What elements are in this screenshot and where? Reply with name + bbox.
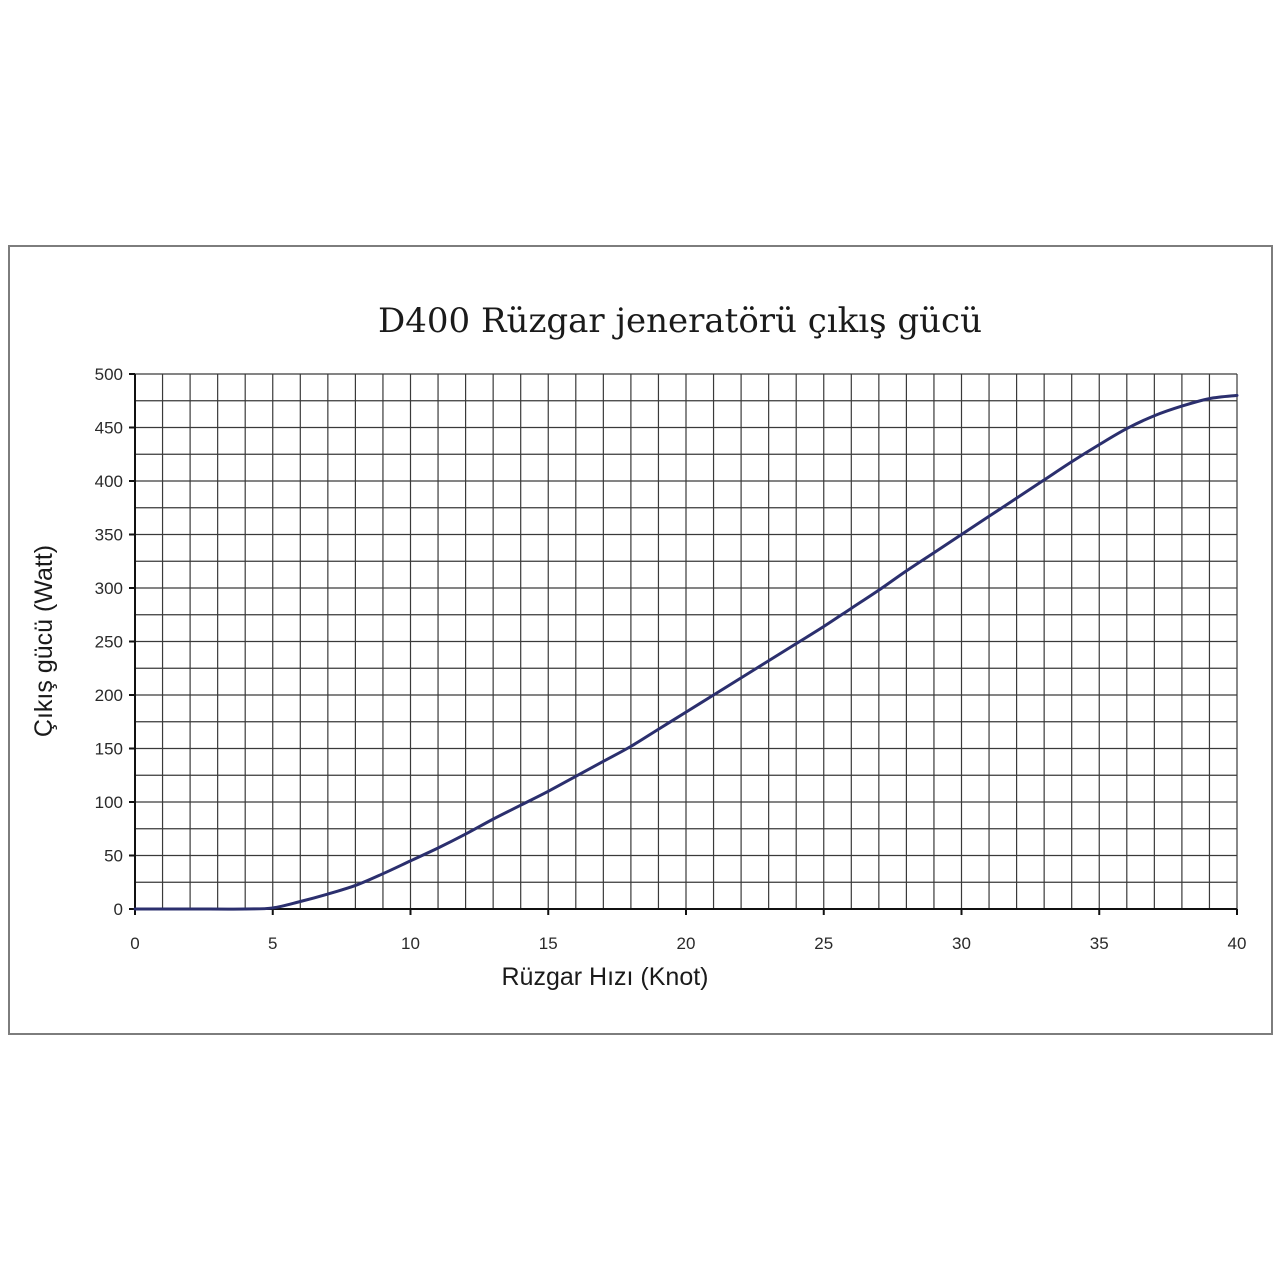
x-tick-label: 0 — [130, 934, 139, 953]
y-tick-label: 300 — [95, 579, 123, 598]
x-tick-labels: 0 5 10 15 20 25 30 35 40 — [130, 934, 1246, 953]
y-tick-label: 350 — [95, 526, 123, 545]
grid-lines — [134, 373, 1238, 910]
x-tick-label: 30 — [952, 934, 971, 953]
x-tick-label: 15 — [539, 934, 558, 953]
x-tick-label: 5 — [268, 934, 277, 953]
y-tick-label: 100 — [95, 793, 123, 812]
series-line — [133, 393, 1239, 911]
y-tick-label: 450 — [95, 419, 123, 438]
y-axis-label: Çıkış gücü (Watt) — [30, 545, 58, 737]
y-tick-labels: 0 50 100 150 200 250 300 350 400 450 500 — [95, 365, 123, 919]
y-tick-label: 200 — [95, 686, 123, 705]
x-tick-label: 10 — [401, 934, 420, 953]
x-tick-label: 25 — [814, 934, 833, 953]
axes — [129, 373, 1238, 915]
y-tick-label: 150 — [95, 740, 123, 759]
series-layer — [133, 393, 1239, 911]
y-tick-label: 0 — [114, 900, 123, 919]
x-tick-label: 40 — [1228, 934, 1247, 953]
y-tick-label: 400 — [95, 472, 123, 491]
y-tick-label: 50 — [104, 847, 123, 866]
chart-title: D400 Rüzgar jeneratörü çıkış gücü — [378, 301, 982, 341]
x-tick-label: 35 — [1090, 934, 1109, 953]
chart-frame — [8, 245, 1273, 1035]
x-axis-label: Rüzgar Hızı (Knot) — [501, 963, 708, 991]
x-tick-label: 20 — [677, 934, 696, 953]
y-tick-label: 500 — [95, 365, 123, 384]
y-tick-label: 250 — [95, 633, 123, 652]
